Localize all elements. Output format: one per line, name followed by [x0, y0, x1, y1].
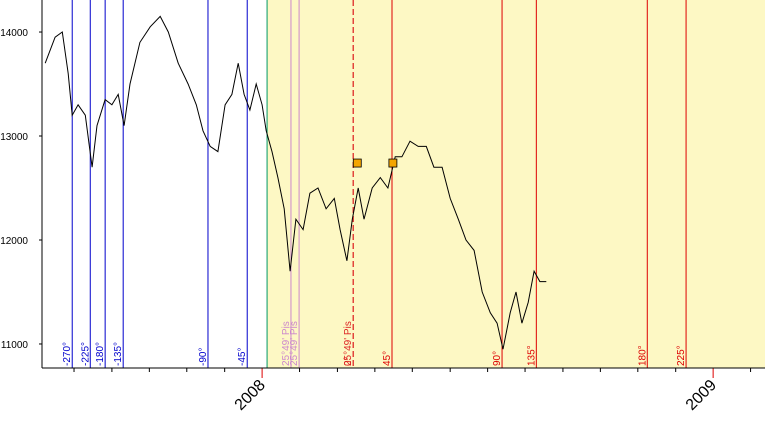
vertical-line-label: -90°	[198, 348, 209, 366]
vertical-line-label: 180°	[637, 345, 648, 366]
vertical-line-label: 225°	[676, 345, 687, 366]
vertical-line-label: 135°	[526, 345, 537, 366]
y-tick-label: 13000	[0, 132, 28, 143]
vertical-line-label: -180°	[95, 342, 106, 366]
vertical-line-label: -225°	[80, 342, 91, 366]
x-tick-label: 2009	[683, 377, 720, 414]
marker	[352, 158, 362, 168]
vertical-line-label: -135°	[113, 342, 124, 366]
y-tick-label: 12000	[0, 236, 28, 247]
price-line	[44, 15, 547, 350]
vertical-line-label: 25°49' Pis	[289, 321, 300, 366]
vertical-line-label: 90°	[492, 351, 503, 366]
vertical-line-label: -270°	[62, 342, 73, 366]
vertical-line-label: 45°	[382, 351, 393, 366]
vertical-line-label: 0°	[343, 356, 354, 366]
y-tick-label: 14000	[0, 28, 28, 39]
vertical-line-label: 25°49' Pis	[343, 321, 354, 366]
vertical-line-label: 25°49' Pis	[281, 321, 292, 366]
x-tick-label: 2008	[232, 377, 269, 414]
shaded-region	[267, 0, 765, 368]
y-tick-label: 11000	[1, 340, 29, 351]
vertical-line-label: -45°	[237, 348, 248, 366]
marker	[388, 158, 398, 168]
